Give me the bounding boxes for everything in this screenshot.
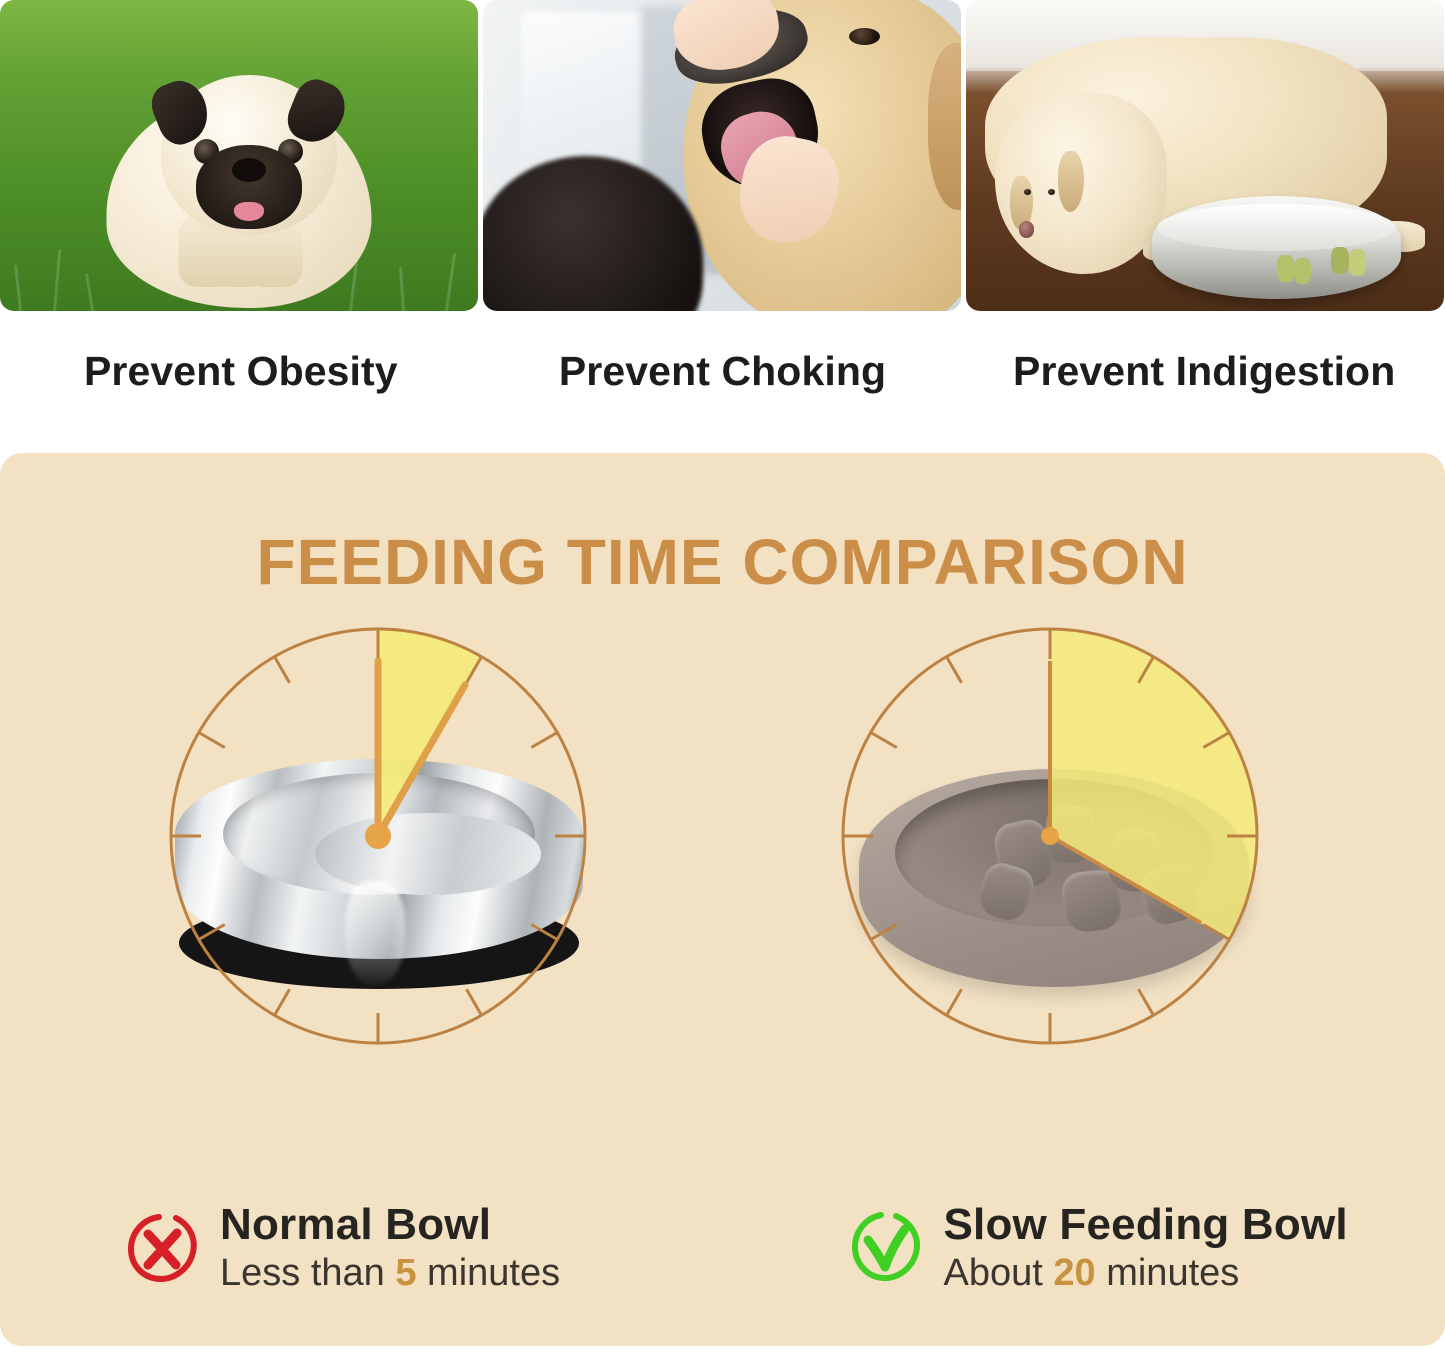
benefit-photo-prevent-obesity — [0, 0, 478, 311]
legend-text-block: Slow Feeding Bowl About 20 minutes — [944, 1201, 1348, 1294]
sad-labrador-beside-food-bowl-photo — [966, 0, 1444, 311]
legend-slow-feeding-bowl: Slow Feeding Bowl About 20 minutes — [722, 1201, 1445, 1294]
legend-normal-bowl: Normal Bowl Less than 5 minutes — [0, 1201, 722, 1294]
legend-subtitle-normal-bowl: Less than 5 minutes — [220, 1251, 561, 1294]
legend-subtitle-slow-feeding-bowl: About 20 minutes — [943, 1251, 1348, 1294]
legend-sub-number: 5 — [395, 1251, 417, 1294]
clock-dial-graphic — [169, 627, 587, 1045]
legend-text-block: Normal Bowl Less than 5 minutes — [220, 1201, 560, 1294]
normal-bowl-clock-dial — [163, 621, 593, 1051]
clock-tick-marks — [171, 629, 585, 1043]
legend-title-slow-feeding-bowl: Slow Feeding Bowl — [943, 1200, 1348, 1250]
labrador-head — [994, 93, 1167, 274]
clock-tick-marks — [843, 629, 1257, 1043]
clock-dial-graphic — [841, 627, 1259, 1045]
dog-food-bowl — [1152, 195, 1401, 299]
comparison-legend-row: Normal Bowl Less than 5 minutes Slow Fee… — [0, 1201, 1445, 1294]
caption-prevent-choking: Prevent Choking — [558, 347, 887, 394]
fat-pug-on-grass-photo — [0, 0, 478, 311]
caption-prevent-obesity: Prevent Obesity — [83, 347, 398, 394]
clock-center-hub — [365, 823, 391, 849]
slow-feeding-bowl-clock-dial — [835, 621, 1265, 1051]
benefit-photo-prevent-indigestion — [966, 0, 1444, 311]
clock-hands — [1041, 661, 1202, 925]
wedge-20-minutes — [1050, 629, 1258, 940]
green-check-circle-icon — [851, 1211, 920, 1281]
pug-head — [144, 73, 353, 235]
legend-sub-suffix: minutes — [1095, 1251, 1240, 1294]
vet-examining-dog-mouth-photo — [483, 0, 961, 311]
legend-sub-prefix: Less than — [220, 1251, 396, 1294]
benefit-photo-prevent-choking — [483, 0, 961, 311]
benefit-caption-row: Prevent Obesity Prevent Choking Prevent … — [0, 311, 1445, 431]
stainless-steel-bowl — [163, 621, 593, 1051]
benefit-photo-strip — [0, 0, 1445, 311]
caption-prevent-indigestion: Prevent Indigestion — [1013, 347, 1396, 394]
page-title: FEEDING TIME COMPARISON — [256, 526, 1189, 598]
dial-row — [0, 621, 1445, 1051]
legend-sub-number: 20 — [1053, 1251, 1096, 1294]
legend-title-normal-bowl: Normal Bowl — [220, 1200, 492, 1250]
legend-sub-suffix: minutes — [416, 1251, 561, 1294]
legend-sub-prefix: About — [943, 1251, 1054, 1294]
feeding-time-comparison-panel: FEEDING TIME COMPARISON — [0, 453, 1445, 1346]
clock-center-hub — [1041, 827, 1059, 845]
clock-hands — [365, 657, 469, 849]
red-cross-circle-icon — [127, 1213, 197, 1282]
